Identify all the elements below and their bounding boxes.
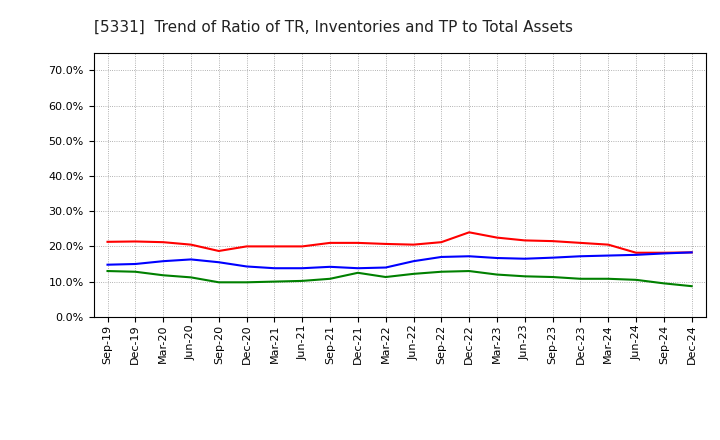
Trade Payables [186,275,195,280]
Inventories [354,266,362,271]
Trade Payables [159,273,168,278]
Trade Receivables [660,250,668,255]
Trade Receivables [521,238,529,243]
Trade Receivables [215,248,223,253]
Inventories [576,253,585,259]
Inventories [298,266,307,271]
Inventories [186,257,195,262]
Inventories [688,250,696,255]
Trade Payables [298,278,307,283]
Trade Payables [382,275,390,280]
Trade Receivables [270,244,279,249]
Inventories [382,265,390,270]
Line: Trade Receivables: Trade Receivables [107,232,692,253]
Trade Receivables [186,242,195,247]
Trade Receivables [103,239,112,245]
Trade Payables [521,274,529,279]
Inventories [409,259,418,264]
Inventories [660,251,668,256]
Inventories [521,256,529,261]
Trade Payables [242,280,251,285]
Trade Receivables [242,244,251,249]
Trade Payables [131,269,140,275]
Inventories [242,264,251,269]
Trade Receivables [576,240,585,246]
Inventories [131,261,140,267]
Inventories [103,262,112,268]
Trade Receivables [298,244,307,249]
Inventories [437,254,446,260]
Inventories [465,253,474,259]
Line: Inventories: Inventories [107,253,692,268]
Inventories [604,253,613,258]
Trade Payables [215,280,223,285]
Inventories [631,252,640,257]
Trade Payables [631,277,640,282]
Trade Receivables [604,242,613,247]
Text: [5331]  Trend of Ratio of TR, Inventories and TP to Total Assets: [5331] Trend of Ratio of TR, Inventories… [94,20,572,35]
Trade Receivables [631,250,640,255]
Trade Receivables [549,238,557,244]
Trade Payables [103,268,112,274]
Trade Receivables [492,235,501,240]
Trade Receivables [354,240,362,246]
Trade Receivables [131,239,140,244]
Trade Receivables [382,241,390,246]
Inventories [549,255,557,260]
Trade Receivables [465,230,474,235]
Trade Payables [549,275,557,280]
Trade Payables [660,281,668,286]
Inventories [270,266,279,271]
Trade Payables [354,270,362,275]
Trade Payables [604,276,613,282]
Trade Payables [465,268,474,274]
Trade Payables [325,276,334,282]
Trade Receivables [437,239,446,245]
Trade Payables [409,271,418,276]
Trade Receivables [159,239,168,245]
Trade Receivables [409,242,418,247]
Trade Payables [437,269,446,275]
Trade Receivables [325,240,334,246]
Inventories [159,259,168,264]
Trade Payables [492,272,501,277]
Inventories [492,255,501,260]
Inventories [215,260,223,265]
Trade Payables [576,276,585,282]
Trade Payables [270,279,279,284]
Line: Trade Payables: Trade Payables [107,271,692,286]
Trade Receivables [688,250,696,255]
Inventories [325,264,334,269]
Trade Payables [688,283,696,289]
